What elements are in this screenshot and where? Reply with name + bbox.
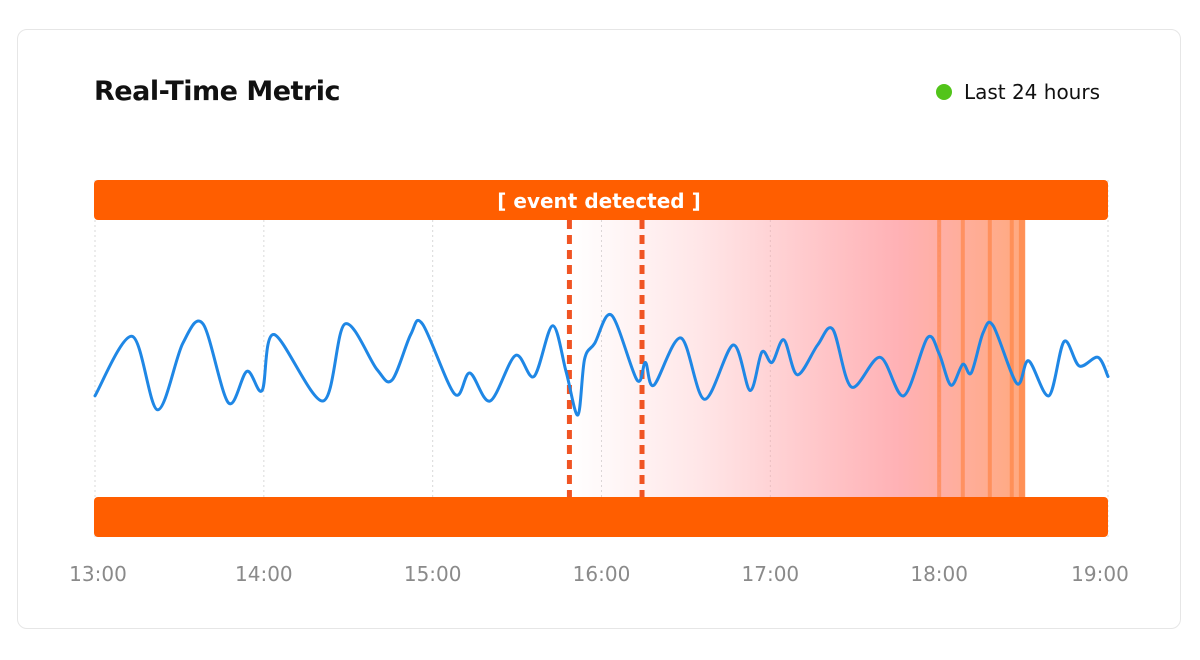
series-layer xyxy=(93,313,1110,417)
chart-title: Real-Time Metric xyxy=(94,76,341,107)
x-tick-label: 17:00 xyxy=(742,562,800,586)
x-axis-ticks: 13:00 14:00 15:00 16:00 17:00 18:00 19:00 xyxy=(69,562,1129,586)
x-tick-label: 14:00 xyxy=(235,562,293,586)
series-line-0 xyxy=(93,313,1110,417)
legend-label: Last 24 hours xyxy=(963,80,1100,104)
x-tick-label: 18:00 xyxy=(910,562,968,586)
event-band-top xyxy=(94,180,1108,220)
event-band-bottom xyxy=(94,497,1108,537)
x-tick-label: 19:00 xyxy=(1071,562,1129,586)
event-highlight xyxy=(566,220,1026,497)
event-detected-label: [ event detected ] xyxy=(497,189,700,213)
x-tick-label: 16:00 xyxy=(573,562,631,586)
x-tick-label: 13:00 xyxy=(69,562,127,586)
legend-dot-icon xyxy=(935,84,952,100)
x-tick-label: 15:00 xyxy=(404,562,462,586)
highlight-region xyxy=(569,220,1026,497)
legend: Last 24 hours xyxy=(935,80,1100,104)
event-bands: [ event detected ] xyxy=(94,180,1108,537)
